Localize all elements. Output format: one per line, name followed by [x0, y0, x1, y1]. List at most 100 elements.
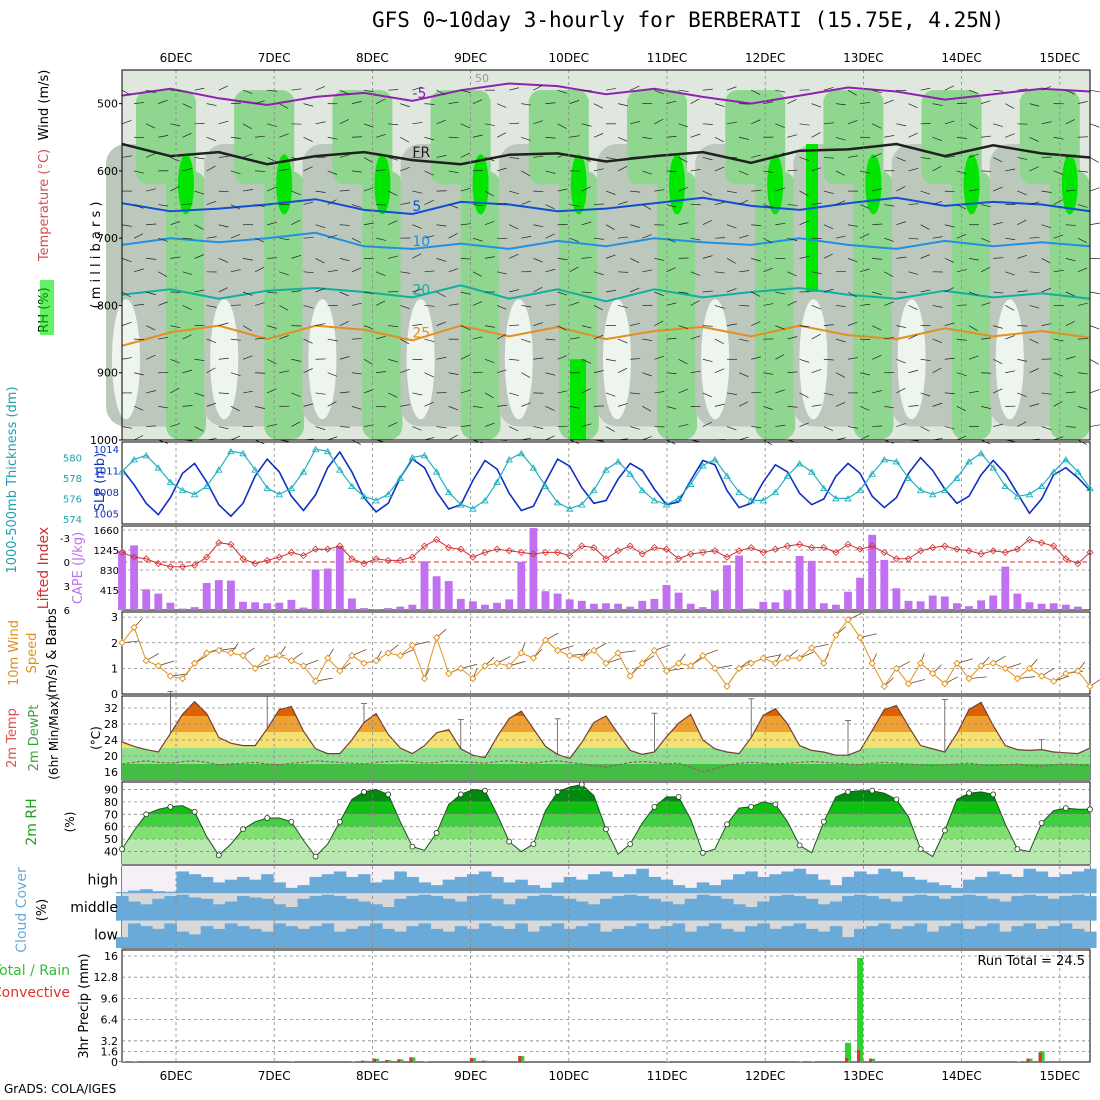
thickness-marker: [820, 484, 828, 492]
wind-barb: [134, 338, 145, 340]
wind-barb: [956, 372, 967, 376]
wind-barb: [436, 258, 447, 262]
cloud-cell: [273, 923, 286, 948]
cape-bar: [372, 609, 381, 610]
cloud-cell: [249, 928, 262, 948]
wind-barb: [630, 156, 641, 158]
wind-barb: [1065, 391, 1076, 394]
wind-barb: [218, 357, 229, 360]
wind-barb: [872, 153, 882, 158]
wind-barb: [1041, 86, 1052, 91]
wind-barb: [327, 136, 338, 140]
cloud-cell: [745, 907, 758, 921]
wind-barb: [363, 389, 374, 394]
thickness-marker: [299, 468, 308, 475]
wind-barb: [182, 369, 193, 374]
cape-bar: [844, 591, 852, 610]
wind-barb: [509, 289, 519, 293]
wind-barb: [521, 136, 531, 141]
thickness-marker: [420, 451, 429, 459]
cloud-cell: [914, 923, 928, 948]
wind-barb: [412, 288, 423, 293]
wind-barb: [460, 89, 471, 93]
cape-tick-label: 830: [100, 566, 119, 577]
wind-barb: [327, 401, 337, 407]
lifted-index-marker: [1074, 560, 1082, 568]
wind-barb: [400, 368, 410, 374]
cloud-cell: [805, 874, 819, 894]
wind-barb: [593, 405, 604, 407]
left-axis-labels: RH (%)Temperature (°C)Wind (m/s)( m i l …: [0, 70, 108, 1059]
wind-barb: [605, 392, 616, 397]
wind-barb: [170, 186, 180, 192]
lifted-index-marker: [614, 547, 622, 555]
wind-barb: [460, 258, 471, 260]
lifted-index-marker: [396, 556, 404, 564]
wind-speed-marker: [795, 654, 804, 662]
wind-barb: [351, 101, 362, 104]
cloud-cell: [1035, 871, 1049, 894]
wind-barb: [763, 267, 773, 273]
cloud-cell: [236, 876, 250, 894]
cape-bar: [602, 603, 610, 610]
cape-bar: [1073, 606, 1082, 610]
rh-marker: [361, 789, 367, 795]
wind-speed-marker: [541, 636, 550, 644]
precip-tick-label: 1.6: [101, 1045, 119, 1058]
wind-speed-marker: [299, 662, 308, 670]
cloud-cell: [236, 896, 250, 921]
wind-barb: [968, 325, 978, 331]
wind-barb: [1077, 338, 1088, 340]
lifted-index-marker: [832, 548, 840, 556]
wind-barb: [944, 287, 954, 293]
cape-bar: [1013, 593, 1022, 610]
wind-barb: [351, 237, 361, 244]
wind-speed-marker: [602, 659, 610, 667]
cape-bar: [226, 580, 235, 610]
wind-barb: [859, 204, 870, 209]
wind-barb: [472, 301, 483, 306]
cloud-cell: [321, 874, 335, 894]
cloud-cell: [261, 874, 274, 894]
rh-marker: [675, 794, 682, 800]
thickness-marker: [880, 456, 889, 463]
cloud-cell: [757, 876, 770, 894]
wind-barb: [242, 258, 253, 261]
rh-marker: [699, 849, 706, 856]
chart-title: GFS 0~10day 3-hourly for BERBERATI (15.7…: [372, 8, 1005, 32]
cape-bar: [686, 603, 695, 610]
cloud-cell: [297, 885, 311, 894]
wind-barb: [666, 237, 676, 243]
cape-bar: [347, 598, 356, 610]
cloud-cell: [394, 871, 407, 894]
wind-barb: [182, 305, 192, 310]
wind-speed-marker: [699, 651, 707, 660]
lifted-index-marker: [662, 545, 671, 553]
thickness-marker: [1074, 468, 1082, 475]
wind-barb: [146, 291, 156, 296]
wind-barb: [714, 368, 725, 374]
wind-barb: [557, 123, 567, 129]
wind-barb: [327, 269, 338, 273]
ylabel-slp: SLP (mb): [93, 453, 108, 512]
cloud-cell: [406, 926, 419, 948]
rh-marker: [820, 818, 827, 825]
wind-barb: [255, 406, 265, 409]
wind-barb: [400, 338, 410, 345]
wind-barb: [860, 303, 871, 306]
wind-barb: [448, 372, 459, 375]
wind-barb: [545, 233, 555, 239]
lifted-index-marker: [626, 542, 634, 550]
wind-barb: [1041, 190, 1052, 193]
wind-barb: [291, 88, 302, 91]
wind-barb: [472, 406, 483, 408]
wind-barb: [1077, 101, 1088, 104]
wind-barb: [932, 103, 943, 106]
wind-speed-marker: [626, 672, 634, 680]
precip-total-bar: [131, 1061, 138, 1062]
wind-barb: [932, 165, 942, 172]
wind-barb: [388, 255, 398, 259]
cloud-cell: [515, 923, 528, 948]
wind-speed-marker: [1050, 677, 1058, 685]
lifted-index-marker: [348, 555, 356, 563]
